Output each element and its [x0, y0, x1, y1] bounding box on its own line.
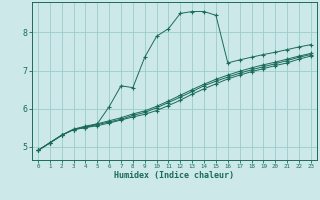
X-axis label: Humidex (Indice chaleur): Humidex (Indice chaleur)	[115, 171, 234, 180]
